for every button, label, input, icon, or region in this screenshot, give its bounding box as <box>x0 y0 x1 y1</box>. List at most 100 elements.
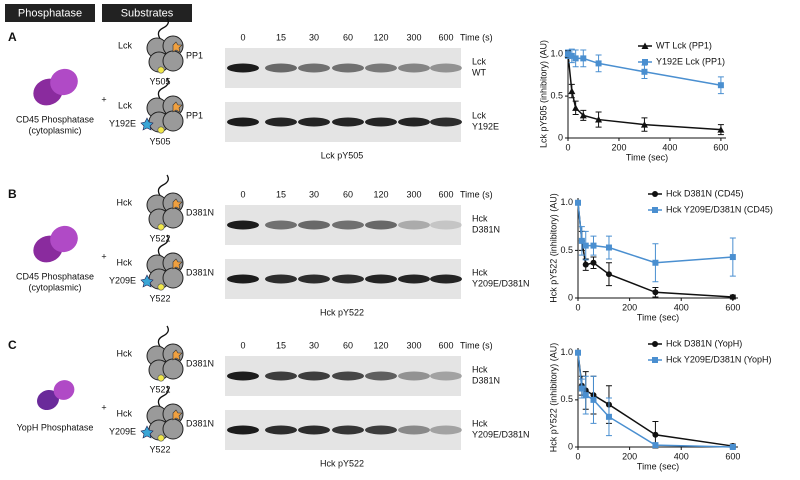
blot-band <box>332 63 364 73</box>
protein-name: Hck <box>117 348 133 358</box>
protein-tail <box>157 174 169 198</box>
marker <box>652 289 659 296</box>
mutation-star <box>140 425 154 439</box>
phosphatase-name: CD45 Phosphatase <box>16 271 94 281</box>
y-axis-label: Hck pY522 (inhibitory) (AU) <box>548 343 558 453</box>
marker <box>590 259 597 266</box>
time-unit: Time (s) <box>460 32 493 42</box>
marker <box>582 242 589 249</box>
legend-marker <box>641 42 649 49</box>
x-tick-label: 200 <box>622 302 637 312</box>
header-box <box>102 4 192 22</box>
plus-sign: + <box>101 94 106 104</box>
blot-label: Y209E/D381N <box>472 278 530 288</box>
tyrosine-dot <box>157 434 165 442</box>
blot-band <box>298 425 330 435</box>
time-label: 0 <box>240 340 245 350</box>
blot-band <box>398 117 430 127</box>
blot-label: Hck <box>472 267 488 277</box>
header-label: Substrates <box>121 7 174 19</box>
y-tick-label: 0.5 <box>550 90 563 100</box>
time-label: 15 <box>276 32 286 42</box>
site-mark <box>172 198 183 210</box>
time-label: 300 <box>406 340 421 350</box>
site-label: PP1 <box>186 110 203 120</box>
protein-name: Lck <box>118 40 133 50</box>
protein-tail <box>157 385 169 409</box>
blot-band <box>227 63 259 73</box>
blot-caption: Hck pY522 <box>320 307 364 317</box>
time-label: 30 <box>309 189 319 199</box>
protein-tail <box>157 325 169 349</box>
y-axis-label: Lck pY505 (inhibitory) (AU) <box>538 40 548 148</box>
blot-caption: Hck pY522 <box>320 458 364 468</box>
time-label: 120 <box>373 32 388 42</box>
marker <box>579 111 587 119</box>
marker <box>717 126 725 133</box>
legend-label: Y192E Lck (PP1) <box>656 56 725 66</box>
marker <box>729 254 736 261</box>
protein-domain <box>162 50 184 72</box>
protein-name: Lck <box>118 100 133 110</box>
blot-band <box>298 63 330 73</box>
phosphatase-icon <box>50 225 78 253</box>
marker <box>578 385 585 392</box>
marker <box>605 271 612 278</box>
legend-marker <box>652 341 658 347</box>
x-tick-label: 0 <box>575 451 580 461</box>
phosphatase-icon <box>53 380 75 400</box>
blot-band <box>298 117 330 127</box>
marker <box>582 392 589 399</box>
protein-tail <box>157 234 169 258</box>
blot-band <box>365 220 397 230</box>
blot-band <box>265 425 297 435</box>
tyrosine-label: Y505 <box>149 136 170 146</box>
x-tick-label: 200 <box>611 142 626 152</box>
protein-domain <box>162 418 184 440</box>
marker <box>575 199 581 206</box>
legend-marker <box>642 59 648 65</box>
blot-band <box>332 425 364 435</box>
marker <box>652 431 659 438</box>
blot-band <box>227 274 259 284</box>
blot-band <box>365 63 397 73</box>
y-tick-label: 1.0 <box>550 49 563 59</box>
blot-band <box>365 371 397 381</box>
protein-icon <box>146 174 184 231</box>
legend-marker <box>652 207 658 213</box>
tyrosine-label: Y522 <box>149 384 170 394</box>
marker <box>729 294 736 301</box>
plus-sign: + <box>101 251 106 261</box>
time-label: 0 <box>240 32 245 42</box>
protein-tail <box>157 77 169 101</box>
blot-label: Hck <box>472 418 488 428</box>
blot-band <box>430 274 462 284</box>
tyrosine-dot <box>157 223 165 231</box>
time-label: 60 <box>343 189 353 199</box>
legend-label: Hck Y209E/D381N (YopH) <box>666 354 772 364</box>
x-tick-label: 600 <box>713 142 728 152</box>
x-tick-label: 200 <box>622 451 637 461</box>
blot-band <box>298 220 330 230</box>
time-label: 600 <box>438 32 453 42</box>
x-axis-label: Time (sec) <box>637 461 679 471</box>
marker <box>641 68 648 75</box>
phosphatase-name: CD45 Phosphatase <box>16 114 94 124</box>
panel-label: A <box>8 30 17 44</box>
blot-label: Hck <box>472 364 488 374</box>
blot-band <box>398 220 430 230</box>
blot-band <box>265 220 297 230</box>
x-axis-label: Time (sec) <box>626 152 668 162</box>
header-label: Phosphatase <box>18 7 82 19</box>
time-label: 15 <box>276 340 286 350</box>
marker <box>595 60 602 67</box>
y-tick-label: 1.0 <box>560 197 573 207</box>
blot-band <box>430 117 462 127</box>
blot-band <box>365 425 397 435</box>
blot-band <box>430 220 462 230</box>
time-label: 0 <box>240 189 245 199</box>
marker <box>590 242 597 249</box>
protein-icon <box>146 325 184 382</box>
marker <box>729 444 736 450</box>
time-label: 300 <box>406 189 421 199</box>
